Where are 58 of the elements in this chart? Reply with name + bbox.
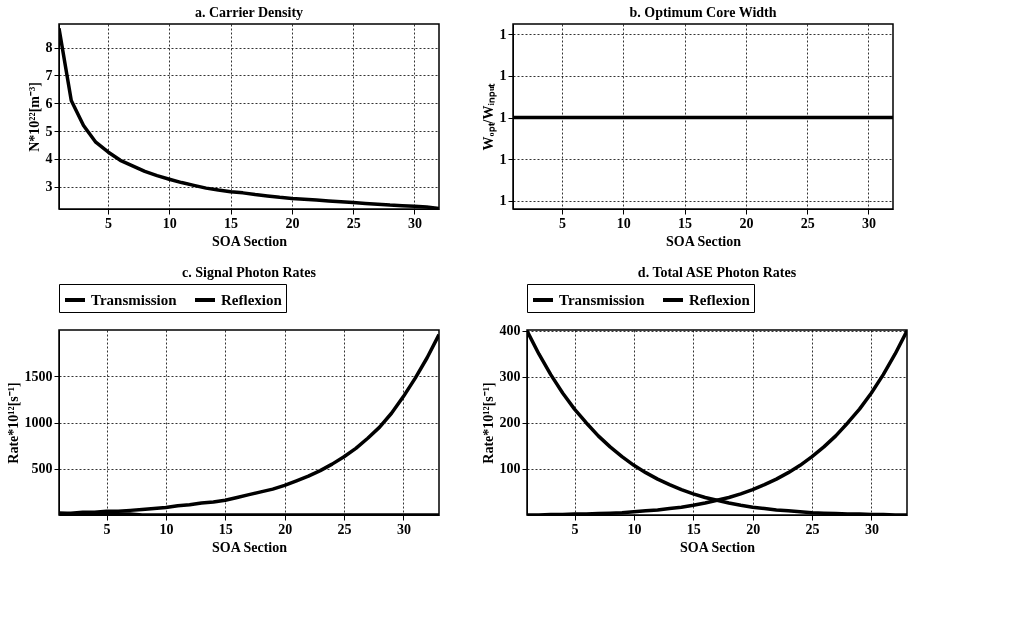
chart-title: d. Total ASE Photon Rates xyxy=(637,264,797,280)
x-tick-label: 15 xyxy=(218,521,233,537)
y-tick-label: 1500 xyxy=(24,368,53,384)
chart-title: c. Signal Photon Rates xyxy=(182,264,317,280)
legend-label: Transmission xyxy=(91,292,178,308)
chart-title: b. Optimum Core Width xyxy=(629,5,777,20)
y-tick-label: 8 xyxy=(45,40,53,56)
y-axis-title: Wₒₚₜ/Wᵢₙₚᵤₜ xyxy=(480,82,497,151)
y-axis-title: Rate*10¹²[s⁻¹] xyxy=(480,382,496,464)
y-tick-label: 300 xyxy=(499,369,521,385)
y-tick-label: 1 xyxy=(499,68,507,84)
x-tick-label: 30 xyxy=(864,521,879,537)
x-axis-title: SOA Section xyxy=(679,539,756,555)
x-tick-label: 5 xyxy=(103,521,111,537)
y-tick-label: 4 xyxy=(45,151,53,167)
x-tick-label: 30 xyxy=(861,215,876,231)
y-tick-label: 6 xyxy=(45,95,53,111)
x-tick-label: 30 xyxy=(396,521,411,537)
x-tick-label: 10 xyxy=(616,215,631,231)
y-tick-label: 1 xyxy=(499,110,507,126)
x-axis-title: SOA Section xyxy=(211,233,288,249)
x-tick-label: 10 xyxy=(627,521,642,537)
x-axis-title: SOA Section xyxy=(665,233,742,249)
y-axis-title: N*10²²[m⁻³] xyxy=(26,82,42,152)
x-tick-label: 25 xyxy=(805,521,820,537)
x-tick-label: 15 xyxy=(678,215,693,231)
y-tick-label: 200 xyxy=(499,415,521,431)
x-tick-label: 20 xyxy=(285,215,300,231)
x-tick-label: 5 xyxy=(571,521,579,537)
x-axis-title: SOA Section xyxy=(211,539,288,555)
legend-label: Transmission xyxy=(559,292,646,308)
x-tick-label: 15 xyxy=(686,521,701,537)
x-tick-label: 10 xyxy=(159,521,174,537)
x-tick-label: 15 xyxy=(224,215,239,231)
y-tick-label: 5 xyxy=(45,123,53,139)
y-tick-label: 1 xyxy=(499,151,507,167)
x-tick-label: 20 xyxy=(278,521,293,537)
x-tick-label: 25 xyxy=(337,521,352,537)
x-tick-label: 20 xyxy=(739,215,754,231)
y-tick-label: 1000 xyxy=(24,415,53,430)
y-tick-label: 100 xyxy=(499,461,521,477)
x-tick-label: 5 xyxy=(559,215,567,231)
y-axis-title: Rate*10¹²[s⁻¹] xyxy=(5,382,21,464)
y-tick-label: 1 xyxy=(499,193,507,209)
legend-label: Reflexion xyxy=(221,292,283,308)
legend-label: Reflexion xyxy=(689,292,751,308)
x-tick-label: 25 xyxy=(346,215,361,231)
x-tick-label: 25 xyxy=(800,215,815,231)
y-tick-label: 500 xyxy=(31,461,53,477)
x-tick-label: 30 xyxy=(407,215,422,231)
y-tick-label: 3 xyxy=(45,179,53,195)
x-tick-label: 5 xyxy=(105,215,113,231)
x-tick-label: 20 xyxy=(746,521,761,537)
y-tick-label: 400 xyxy=(499,323,521,339)
y-tick-label: 1 xyxy=(499,26,507,42)
y-tick-label: 7 xyxy=(45,67,53,83)
chart-title: a. Carrier Density xyxy=(194,5,304,20)
x-tick-label: 10 xyxy=(162,215,177,231)
